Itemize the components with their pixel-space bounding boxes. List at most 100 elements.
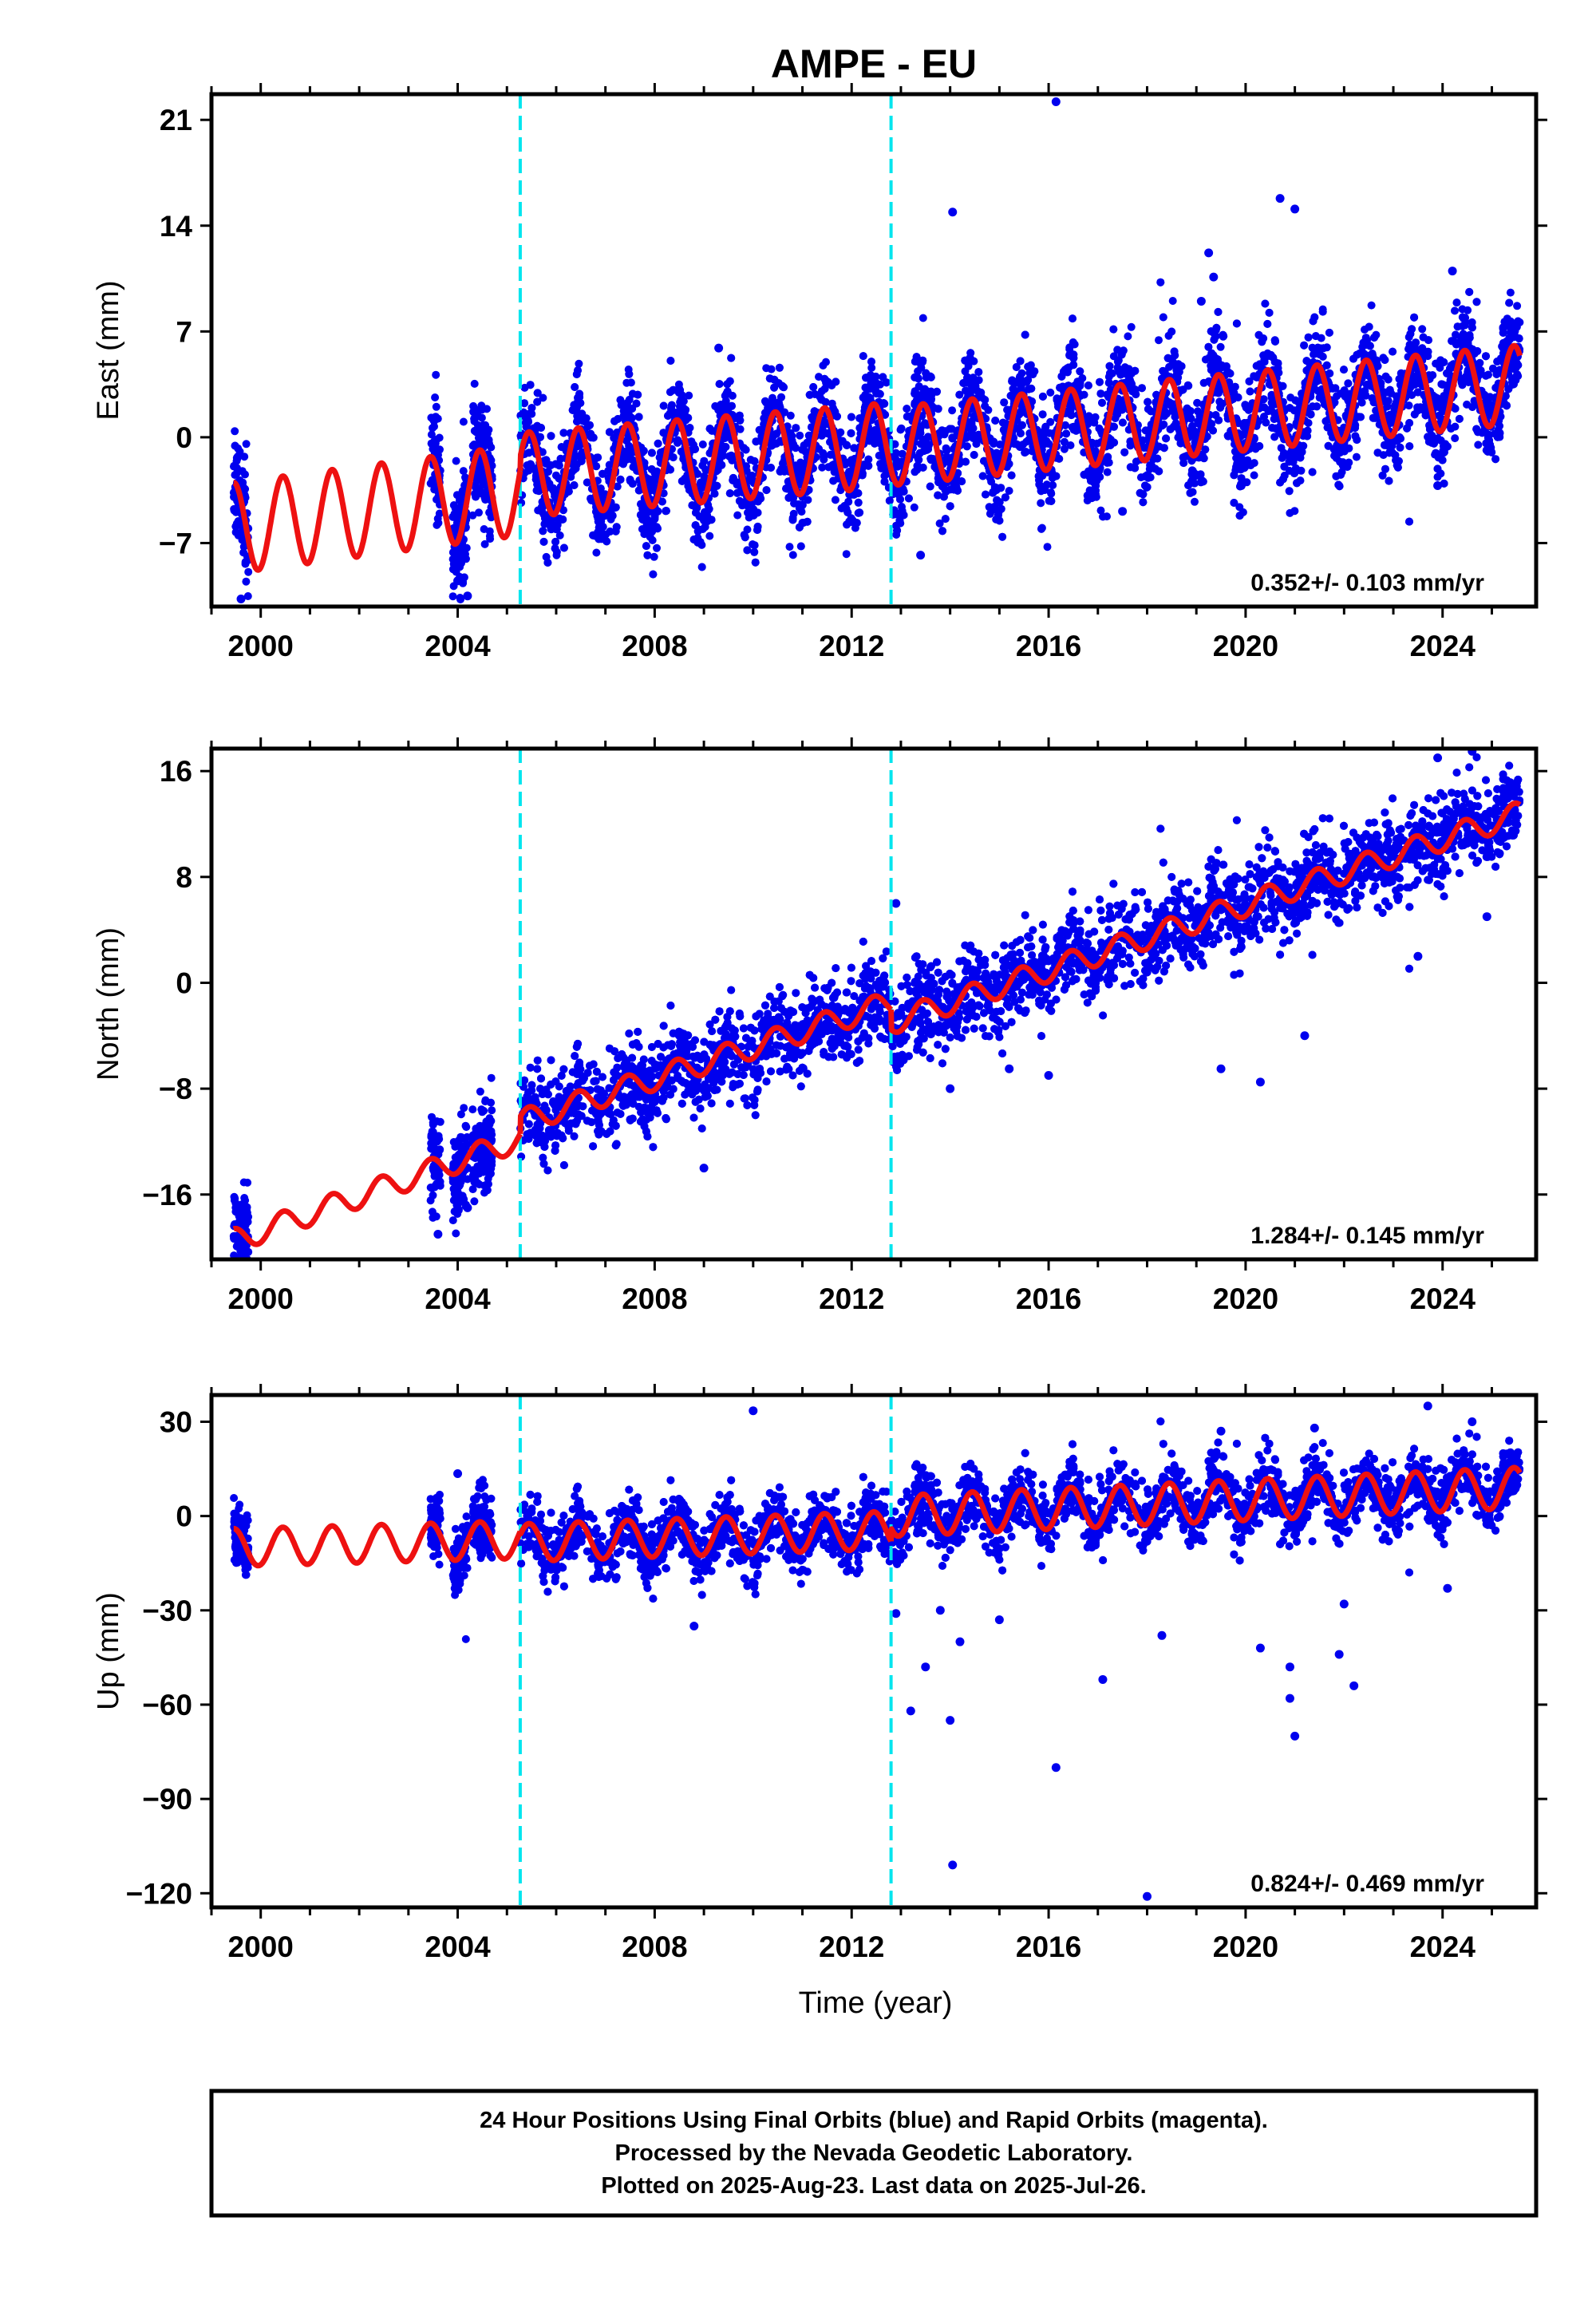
data-point	[448, 512, 457, 521]
data-point	[786, 411, 795, 420]
data-point	[244, 567, 253, 576]
data-point	[918, 314, 927, 322]
data-point	[788, 551, 797, 559]
data-point	[474, 433, 483, 442]
data-point	[785, 543, 794, 551]
data-point	[831, 496, 839, 504]
data-point	[1216, 342, 1225, 351]
data-point	[231, 528, 240, 536]
data-point	[231, 427, 239, 436]
data-point	[819, 362, 828, 370]
data-point	[458, 487, 467, 496]
data-point	[961, 367, 970, 376]
data-point	[231, 471, 239, 480]
data-point	[1043, 543, 1052, 551]
data-point	[733, 511, 742, 520]
data-point	[231, 441, 239, 450]
data-point	[1493, 358, 1502, 366]
data-point	[685, 391, 693, 400]
data-point	[1124, 332, 1132, 341]
data-point	[1261, 299, 1270, 308]
data-point	[555, 531, 564, 539]
data-point	[431, 393, 440, 401]
data-point	[1404, 401, 1413, 410]
data-point	[1103, 468, 1112, 476]
data-point	[239, 483, 248, 492]
data-point	[697, 563, 706, 571]
data-point	[242, 577, 251, 586]
data-point	[1104, 378, 1113, 387]
data-point	[1046, 388, 1055, 397]
data-point	[1214, 307, 1223, 316]
data-point	[230, 506, 239, 514]
data-point	[1096, 506, 1105, 515]
data-point	[1460, 314, 1468, 323]
data-point	[1352, 453, 1361, 461]
data-point	[1452, 298, 1461, 307]
data-point	[449, 548, 457, 556]
data-point	[1167, 327, 1176, 336]
data-point	[1099, 512, 1108, 521]
data-point	[592, 548, 601, 557]
data-point	[432, 402, 440, 411]
data-point	[1127, 322, 1136, 331]
data-point	[1120, 448, 1129, 456]
data-point	[480, 539, 489, 548]
data-point	[972, 440, 981, 449]
data-point	[539, 537, 548, 546]
data-point	[452, 567, 460, 576]
data-point	[1262, 418, 1270, 427]
data-point	[1168, 297, 1177, 305]
data-point	[1113, 363, 1122, 372]
data-point	[232, 453, 241, 462]
data-point	[910, 503, 918, 512]
data-point	[904, 494, 913, 503]
data-point	[751, 558, 760, 567]
data-point	[1049, 481, 1057, 489]
chart-title: AMPE - EU	[771, 41, 977, 86]
data-point	[762, 364, 771, 373]
data-point	[448, 592, 457, 601]
data-point	[1144, 405, 1152, 413]
data-point	[233, 464, 241, 472]
data-point	[796, 431, 804, 440]
data-point	[468, 511, 477, 520]
data-point	[854, 498, 863, 507]
data-point	[598, 469, 606, 478]
data-point	[1005, 487, 1013, 495]
data-point	[1451, 405, 1460, 413]
data-point	[432, 413, 440, 421]
data-point	[457, 559, 465, 567]
data-point	[1451, 434, 1460, 443]
data-point	[480, 425, 489, 433]
data-point	[1060, 445, 1069, 453]
data-point	[473, 409, 482, 417]
data-point	[427, 439, 436, 448]
data-point	[575, 359, 583, 368]
data-point	[829, 476, 838, 485]
data-point	[234, 517, 243, 525]
data-point	[1155, 336, 1163, 345]
data-point	[432, 370, 440, 379]
data-point	[725, 489, 734, 498]
data-point	[459, 467, 468, 476]
data-point	[470, 379, 479, 388]
data-point	[1458, 305, 1467, 314]
data-point	[1472, 298, 1481, 306]
data-point	[1186, 488, 1195, 497]
data-point	[1286, 508, 1294, 517]
data-point	[1488, 364, 1497, 373]
data-point	[486, 535, 495, 543]
data-point	[1505, 298, 1514, 307]
data-point	[240, 453, 249, 461]
data-point	[767, 464, 775, 472]
data-point	[1194, 407, 1202, 416]
data-point	[242, 440, 251, 449]
data-point	[818, 463, 827, 472]
data-point	[1311, 332, 1320, 341]
data-point	[480, 525, 488, 533]
data-point	[475, 508, 483, 517]
data-point	[1506, 288, 1515, 297]
data-point	[1367, 301, 1376, 310]
